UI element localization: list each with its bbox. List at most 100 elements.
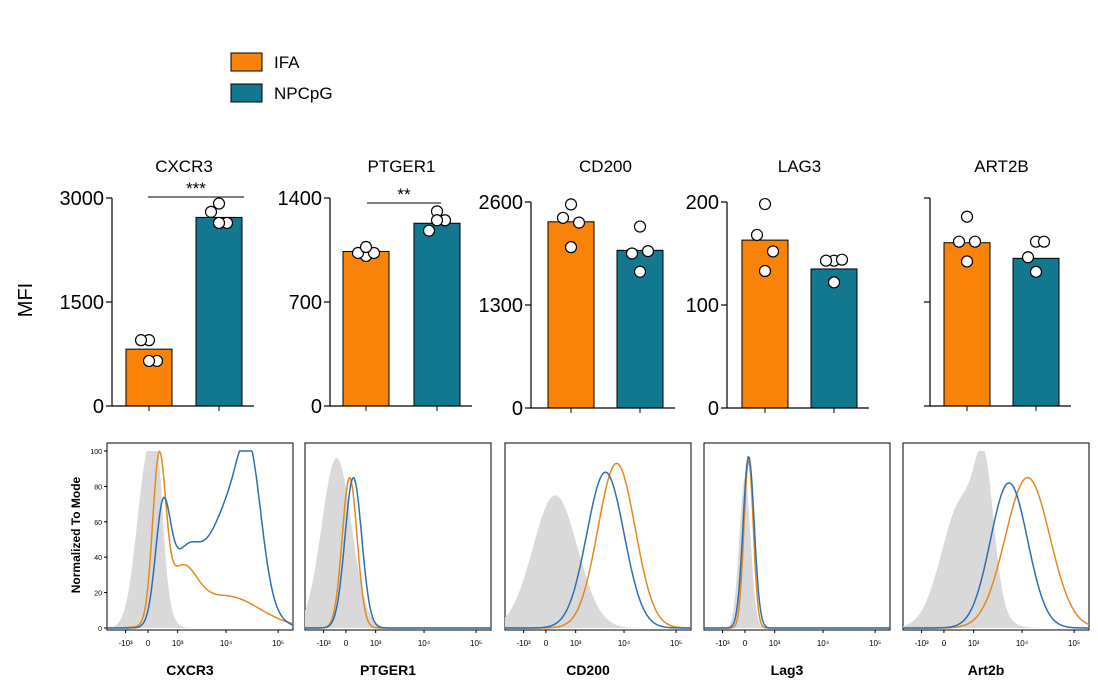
point-lag3-ifa-1	[750, 228, 764, 242]
histogram-frame-cxcr3	[106, 442, 294, 631]
hist-x-tick-label-cd200-3: 10⁴	[618, 639, 631, 648]
point-art2b-npcpg-2	[1037, 235, 1051, 248]
histogram-lag3-npcpg	[704, 455, 890, 629]
hist-x-tick-label-cxcr3-1: 0	[146, 639, 151, 648]
legend: IFA NPCpG	[230, 52, 333, 103]
y-tick-label-ptger1-0: 0	[311, 396, 322, 418]
y-tick-label-lag3-0: 0	[708, 398, 719, 420]
hist-x-tick-label-lag3-0: -10³	[715, 639, 730, 648]
significance-label-cxcr3: ***	[186, 179, 206, 198]
hist-y-tick-label-cxcr3-5: 100	[90, 449, 102, 456]
bar-chart-art2b: ART2B	[924, 157, 1071, 411]
bar-art2b-npcpg	[1012, 257, 1060, 407]
hist-x-tick-label-ptger1-1: 0	[344, 639, 349, 648]
chart-title-lag3: LAG3	[778, 157, 821, 176]
histogram-lag3-ifa	[704, 459, 890, 629]
hist-x-tick-label-art2b-3: 10⁴	[1016, 639, 1029, 648]
hist-x-tick-label-ptger1-0: -10³	[316, 639, 331, 648]
point-lag3-ifa-3	[758, 264, 772, 278]
bar-ptger1-npcpg	[413, 222, 461, 407]
point-cxcr3-ifa-3	[142, 354, 156, 368]
y-tick-label-cd200-0: 0	[512, 398, 523, 420]
y-axis-label-mfi: MFI	[15, 283, 37, 317]
point-cd200-npcpg-3	[633, 265, 647, 278]
hist-x-tick-label-lag3-1: 0	[743, 639, 748, 648]
bar-art2b-ifa	[943, 242, 991, 407]
point-lag3-npcpg-1	[819, 254, 833, 267]
histogram-art2b: -10³ 0 10³ 10⁴ 10⁵ Art2b	[902, 442, 1090, 678]
y-tick-label-cxcr3-2: 3000	[60, 188, 105, 210]
histogram-cxcr3-npcpg	[107, 450, 294, 629]
histogram-cxcr3-ifa	[107, 450, 294, 629]
point-art2b-npcpg-3	[1029, 265, 1043, 278]
hist-x-label-ptger1: PTGER1	[360, 662, 416, 678]
histogram-frame-ptger1	[304, 442, 492, 631]
point-lag3-ifa-2	[766, 245, 780, 258]
y-tick-label-ptger1-1: 700	[289, 292, 322, 314]
histogram-art2b-isotype	[903, 451, 1089, 628]
legend-swatch-npcpg	[230, 83, 263, 103]
y-tick-label-cxcr3-0: 0	[93, 396, 104, 418]
chart-title-cxcr3: CXCR3	[155, 157, 213, 176]
histogram-lag3: -10³ 0 10³ 10⁴ 10⁵ Lag3	[703, 442, 891, 678]
histogram-lag3-isotype	[704, 477, 890, 628]
y-axis-label-normalized: Normalized To Mode	[69, 476, 83, 593]
histogram-ptger1-isotype	[305, 458, 491, 628]
y-tick-label-cd200-1: 1300	[479, 295, 524, 317]
hist-y-tick-label-cxcr3-2: 40	[94, 555, 102, 562]
hist-y-tick-label-cxcr3-0: 0	[98, 626, 102, 633]
histogram-ptger1: -10³ 0 10³ 10⁴ 10⁵ PTGER1	[304, 442, 492, 678]
hist-x-label-lag3: Lag3	[771, 662, 804, 678]
point-cd200-npcpg-1	[625, 247, 639, 260]
hist-x-label-art2b: Art2b	[968, 662, 1005, 678]
hist-x-tick-label-cd200-1: 0	[544, 639, 549, 648]
point-art2b-ifa-0	[960, 210, 974, 223]
histogram-cd200: -10³ 0 10³ 10⁴ 10⁵ CD200	[504, 442, 692, 678]
y-tick-label-cxcr3-1: 1500	[60, 292, 105, 314]
hist-x-tick-label-art2b-0: -10³	[914, 639, 929, 648]
histogram-cxcr3: -10³ 0 10³ 10⁴ 10⁵ CXCR3 0 20 40 60 80 100	[90, 442, 294, 678]
hist-x-tick-label-cd200-2: 10³	[570, 639, 582, 648]
histogram-ptger1-npcpg	[305, 476, 491, 629]
point-cxcr3-npcpg-3	[212, 216, 226, 230]
hist-x-tick-label-cxcr3-4: 10⁵	[272, 639, 284, 648]
bar-cxcr3-npcpg	[195, 216, 243, 407]
histogram-frame-cd200	[504, 442, 692, 631]
point-ptger1-ifa-2	[367, 246, 381, 260]
point-art2b-ifa-3	[960, 255, 974, 268]
point-ptger1-npcpg-1	[422, 224, 436, 237]
hist-x-tick-label-ptger1-2: 10³	[370, 639, 382, 648]
y-tick-label-ptger1-2: 1400	[278, 188, 323, 210]
y-tick-label-lag3-2: 200	[686, 192, 719, 214]
bar-ptger1-ifa	[342, 250, 390, 407]
point-lag3-npcpg-2	[835, 253, 849, 266]
hist-x-tick-label-art2b-4: 10⁵	[1068, 639, 1080, 648]
point-lag3-npcpg-3	[827, 276, 841, 289]
hist-y-tick-label-cxcr3-1: 20	[94, 591, 102, 598]
hist-x-tick-label-cxcr3-2: 10³	[172, 639, 184, 648]
bar-chart-ptger1: PTGER1 0 700 1400 **	[278, 157, 472, 418]
point-cd200-ifa-1	[556, 211, 570, 224]
hist-x-tick-label-cxcr3-3: 10⁴	[220, 639, 233, 648]
hist-x-tick-label-ptger1-4: 10⁵	[470, 639, 482, 648]
legend-label-npcpg: NPCpG	[274, 84, 333, 103]
hist-x-tick-label-lag3-4: 10⁵	[869, 639, 881, 648]
legend-swatch-ifa	[230, 52, 263, 72]
point-cxcr3-npcpg-1	[204, 205, 218, 218]
bar-chart-cxcr3: CXCR3 0 1500 3000 ***	[60, 157, 254, 418]
bar-lag3-npcpg	[810, 268, 858, 409]
hist-x-tick-label-art2b-1: 0	[942, 639, 947, 648]
bar-chart-cd200: CD200 0 1300 2600	[479, 157, 675, 420]
hist-y-tick-label-cxcr3-4: 80	[94, 484, 102, 491]
hist-x-tick-label-art2b-2: 10³	[968, 639, 980, 648]
point-art2b-ifa-1	[952, 235, 966, 248]
point-art2b-ifa-2	[968, 235, 982, 248]
point-cd200-ifa-0	[564, 198, 578, 211]
point-ptger1-npcpg-3	[430, 214, 444, 227]
point-cxcr3-ifa-1	[134, 334, 148, 347]
histogram-frame-lag3	[703, 442, 891, 631]
point-art2b-npcpg-1	[1021, 251, 1035, 264]
hist-x-tick-label-cd200-0: -10³	[516, 639, 531, 648]
hist-x-tick-label-cxcr3-0: -10³	[118, 639, 133, 648]
